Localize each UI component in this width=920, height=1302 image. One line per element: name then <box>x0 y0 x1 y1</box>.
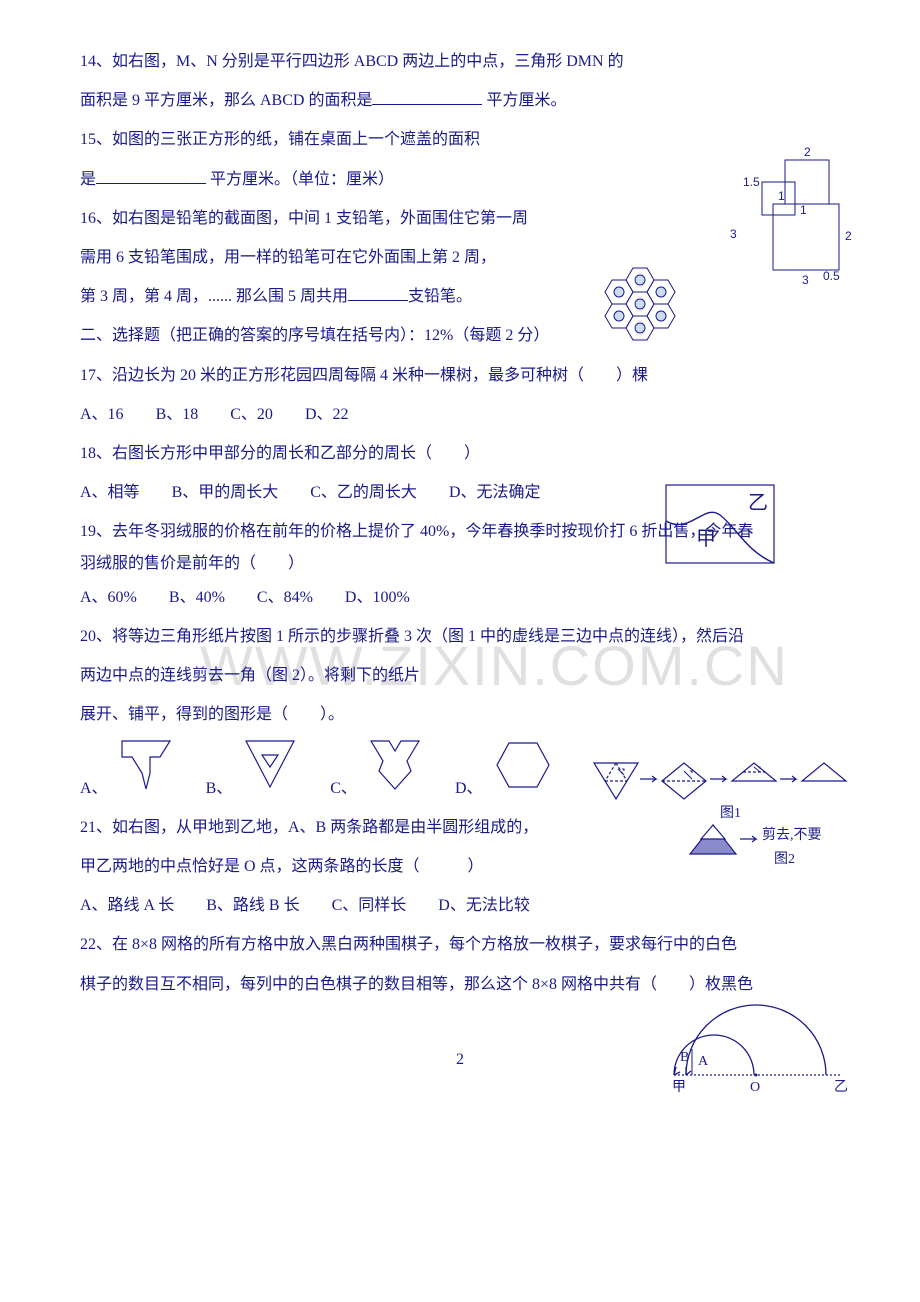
q18-opt-b[interactable]: B、甲的周长大 <box>172 484 279 501</box>
q15-label-right: 2 <box>845 229 852 243</box>
q20-opt-a[interactable]: A、 <box>80 737 174 806</box>
q22-line1: 22、在 8×8 网格的所有方格中放入黑白两种围棋子，每个方格放一枚棋子，要求每… <box>80 927 840 962</box>
q14-pre: 面积是 9 平方厘米，那么 ABCD 的面积是 <box>80 92 372 109</box>
q20-shape-a-icon <box>118 737 174 793</box>
q20-shape-b-icon <box>242 737 298 793</box>
q19-opt-b[interactable]: B、40% <box>169 589 225 606</box>
q21-line2: 甲乙两地的中点恰好是 O 点，这两条路的长度（ ） <box>80 849 840 884</box>
q16-line1: 16、如右图是铅笔的截面图，中间 1 支铅笔，外面围住它第一周 <box>80 201 840 236</box>
q16-line2: 需用 6 支铅笔围成，用一样的铅笔可在它外面围上第 2 周， <box>80 240 840 275</box>
q20-line2: 两边中点的连线剪去一角（图 2）。将剩下的纸片 <box>80 658 840 693</box>
q14-line2: 面积是 9 平方厘米，那么 ABCD 的面积是 平方厘米。 <box>80 83 840 118</box>
q15-line1: 15、如图的三张正方形的纸，铺在桌面上一个遮盖的面积 <box>80 122 840 157</box>
q17-opt-a[interactable]: A、16 <box>80 406 124 423</box>
q19-line1: 19、去年冬羽绒服的价格在前年的价格上提价了 40%，今年春换季时按现价打 6 … <box>80 514 840 549</box>
q17-opt-d[interactable]: D、22 <box>305 406 349 423</box>
q21-o-label: O <box>750 1080 760 1095</box>
q18-options: A、相等 B、甲的周长大 C、乙的周长大 D、无法确定 <box>80 475 840 510</box>
q19-opt-c[interactable]: C、84% <box>257 589 313 606</box>
q21-yi-label: 乙 <box>834 1079 848 1095</box>
q15-blank[interactable] <box>96 167 206 184</box>
q15-pre: 是 <box>80 171 96 188</box>
q21-opt-c[interactable]: C、同样长 <box>332 897 407 914</box>
q21-opt-a[interactable]: A、路线 A 长 <box>80 897 174 914</box>
q21-jia-label: 甲 <box>672 1080 686 1095</box>
q20-opt-c[interactable]: C、 <box>330 737 423 806</box>
q20-b-label: B、 <box>206 780 233 797</box>
q14-blank[interactable] <box>372 88 482 105</box>
q20-a-label: A、 <box>80 780 108 797</box>
page-number: 2 <box>80 1042 840 1077</box>
q18-text: 18、右图长方形中甲部分的周长和乙部分的周长（ ） <box>80 436 840 471</box>
q20-shape-d-icon <box>493 737 553 793</box>
q20-opt-b[interactable]: B、 <box>206 737 299 806</box>
q22-line2: 棋子的数目互不相同，每列中的白色棋子的数目相等，那么这个 8×8 网格中共有（ … <box>80 967 840 1002</box>
q14-post: 平方厘米。 <box>482 92 566 109</box>
q16-pre: 第 3 周，第 4 周，...... 那么围 5 周共用 <box>80 288 348 305</box>
q19-opt-a[interactable]: A、60% <box>80 589 137 606</box>
q20-shape-c-icon <box>367 737 423 793</box>
q21-opt-d[interactable]: D、无法比较 <box>438 897 530 914</box>
q21-line1: 21、如右图，从甲地到乙地，A、B 两条路都是由半圆形组成的， <box>80 810 840 845</box>
q18-opt-c[interactable]: C、乙的周长大 <box>310 484 417 501</box>
q14-line1: 14、如右图，M、N 分别是平行四边形 ABCD 两边上的中点，三角形 DMN … <box>80 44 840 79</box>
q20-d-label: D、 <box>455 780 483 797</box>
q19-opt-d[interactable]: D、100% <box>345 589 410 606</box>
q21-opt-b[interactable]: B、路线 B 长 <box>206 897 299 914</box>
q19-line2: 羽绒服的售价是前年的（ ） <box>80 553 840 575</box>
q15-line2: 是 平方厘米。（单位：厘米） <box>80 162 840 197</box>
q17-text: 17、沿边长为 20 米的正方形花园四周每隔 4 米种一棵树，最多可种树（ ）棵 <box>80 358 840 393</box>
q16-blank[interactable] <box>348 284 408 301</box>
q16-line3: 第 3 周，第 4 周，...... 那么围 5 周共用 支铅笔。 <box>80 279 840 314</box>
q18-opt-a[interactable]: A、相等 <box>80 484 140 501</box>
q20-line1: 20、将等边三角形纸片按图 1 所示的步骤折叠 3 次（图 1 中的虚线是三边中… <box>80 619 840 654</box>
q20-c-label: C、 <box>330 780 357 797</box>
q20-opt-d[interactable]: D、 <box>455 737 553 806</box>
q17-opt-b[interactable]: B、18 <box>156 406 199 423</box>
q20-line3: 展开、铺平，得到的图形是（ ）。 <box>80 697 840 732</box>
q21-options: A、路线 A 长 B、路线 B 长 C、同样长 D、无法比较 <box>80 888 840 923</box>
q15-post: 平方厘米。（单位：厘米） <box>206 171 394 188</box>
q17-options: A、16 B、18 C、20 D、22 <box>80 397 840 432</box>
q19-options: A、60% B、40% C、84% D、100% <box>80 580 840 615</box>
section2-heading: 二、选择题（把正确的答案的序号填在括号内）：12%（每题 2 分） <box>80 318 840 353</box>
q16-post: 支铅笔。 <box>408 288 472 305</box>
q20-options: A、 B、 C、 D、 <box>80 737 840 806</box>
q17-opt-c[interactable]: C、20 <box>230 406 273 423</box>
q18-opt-d[interactable]: D、无法确定 <box>449 484 541 501</box>
